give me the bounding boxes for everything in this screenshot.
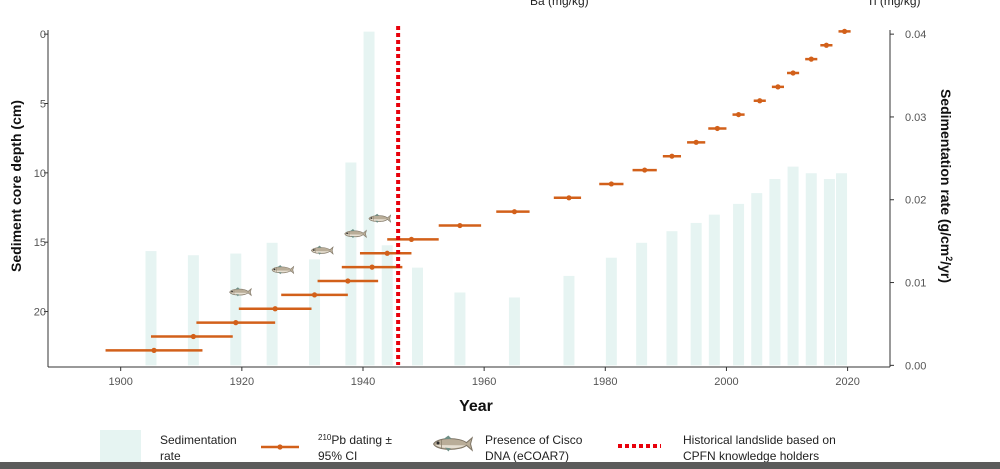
dating-point [823,42,829,48]
sedimentation-bar [769,179,781,366]
sedimentation-bar [823,179,835,366]
bottom-bar [0,462,1000,469]
dating-point [311,292,318,298]
x-axis-title: Year [459,398,493,415]
dating-point [608,181,614,187]
left-axis-title: Sediment core depth (cm) [8,100,24,272]
dating-point [369,264,375,270]
sedimentation-bar [690,222,702,366]
right-axis-title: Sedimentation rate (g/cm2/yr) [938,89,954,283]
dating-point [808,56,814,62]
sedimentation-bar [345,162,357,366]
legend-label-landslide-1: Historical landslide based on [683,433,836,447]
dating-point [775,84,781,90]
dating-point [384,250,390,256]
sedimentation-bar [187,255,199,366]
sedimentation-bar [787,166,799,366]
legend-swatch-cisco-fish [432,434,473,453]
rate-tick-label: 0.03 [905,112,926,124]
legend-dating-sup: 210 [318,433,332,442]
depth-tick-label: 0 [40,29,46,41]
sedimentation-bar [381,245,393,366]
x-tick-label: 1960 [472,376,496,388]
tick-labels: 1900 1920 1940 1960 1980 2000 2020 0 5 10 15 20 0.00… [34,29,927,388]
sedimentation-bar [145,251,157,366]
sedimentation-bar [230,253,242,366]
rate-tick-label: 0.00 [905,360,926,372]
sedimentation-bar [563,275,575,366]
dating-point [566,195,572,201]
sedimentation-bar [605,257,617,366]
dating-point [511,209,518,215]
legend: Sedimentation rate 210Pb dating ± 95% CI… [100,430,836,463]
axes [44,30,894,371]
x-tick-label: 1940 [351,376,375,388]
right-axis-title-part3: /yr) [938,261,954,283]
legend-label-sedimentation-1: Sedimentation [160,433,237,447]
dating-point [190,333,196,340]
sedimentation-bar [266,242,278,366]
sedimentation-bar [508,297,520,366]
depth-tick-label: 15 [34,237,46,249]
dating-point [642,167,648,173]
sedimentation-bar [636,242,648,366]
legend-label-dating-1: 210Pb dating ± [318,433,392,447]
dating-point [233,320,239,326]
sedimentation-bar [836,173,848,366]
dating-point [408,236,415,243]
rate-tick-label: 0.01 [905,278,926,290]
sedimentation-bars [145,31,848,366]
x-tick-label: 2000 [714,376,738,388]
legend-label-landslide-2: CPFN knowledge holders [683,449,819,463]
sedimentation-bar [751,193,763,366]
sedimentation-bar [708,214,720,366]
dating-point [693,139,699,145]
sedimentation-bar [733,203,745,366]
dating-series [105,28,851,353]
dating-point [735,111,742,118]
legend-label-cisco-2: DNA (eCOAR7) [485,449,569,463]
right-axis-title-sup: 2 [944,256,954,261]
depth-tick-label: 5 [40,99,46,111]
legend-label-dating-2: 95% CI [318,449,357,463]
x-tick-label: 1980 [593,376,617,388]
legend-label-sedimentation-2: rate [160,449,181,463]
sedimentation-bar [666,231,678,366]
legend-label-cisco-1: Presence of Cisco [485,433,583,447]
dating-point [669,153,675,159]
dating-point [757,98,763,104]
dating-point [457,222,463,229]
legend-swatch-sedimentation [100,430,141,462]
sedimentation-bar [363,31,375,366]
header-fragment-right: Ti (mg/kg) [867,0,921,8]
x-tick-label: 1920 [230,376,254,388]
x-tick-label: 1900 [108,376,132,388]
legend-dating-rest: Pb dating ± [331,433,392,447]
x-tick-label: 2020 [835,376,859,388]
dating-point [345,278,351,284]
sedimentation-bar [309,259,321,366]
sedimentation-bar [805,173,817,366]
right-axis-title-part1: Sedimentation rate (g/cm [938,89,954,256]
dating-point [151,347,157,353]
rate-tick-label: 0.02 [905,195,926,207]
dating-point [841,28,848,34]
legend-swatch-dating-point [277,444,283,450]
rate-tick-label: 0.04 [905,29,926,41]
header-fragment-left: Ba (mg/kg) [530,0,589,8]
dating-point [272,306,278,312]
depth-tick-label: 10 [34,168,46,180]
cisco-fish-marker [310,245,334,256]
dating-point [714,125,720,132]
dating-point [790,70,796,76]
sedimentation-bar [412,267,424,366]
sedimentation-bar [454,292,466,366]
depth-tick-label: 20 [34,307,46,319]
